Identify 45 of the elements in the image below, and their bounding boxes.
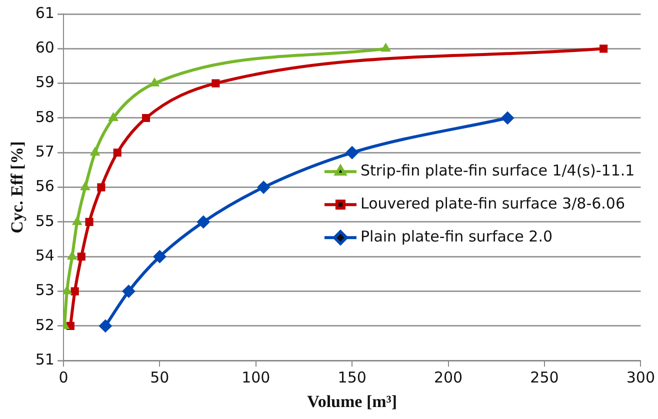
y-axis-title: Cyc. Eff [%] [8, 141, 27, 234]
y-tick-label: 51 [35, 350, 54, 368]
point [70, 287, 79, 296]
y-tick-label: 55 [35, 212, 54, 230]
point [122, 284, 136, 298]
point [72, 216, 82, 225]
point [113, 148, 122, 157]
y-tick-label: 59 [35, 73, 54, 92]
x-tick-label: 250 [530, 368, 559, 386]
point [346, 146, 359, 160]
x-tick-label: 300 [626, 368, 656, 386]
point [196, 215, 210, 228]
point [212, 79, 220, 88]
point [97, 183, 106, 192]
x-tick-label: 200 [434, 368, 463, 386]
point [257, 180, 270, 194]
point [142, 114, 150, 122]
point [67, 251, 77, 260]
point [600, 44, 608, 53]
point [90, 147, 100, 156]
point [153, 250, 166, 264]
point [108, 112, 118, 121]
point [77, 252, 86, 261]
y-tick-label: 56 [35, 177, 54, 196]
legend-label: Plain plate-fin surface 2.0 [360, 228, 553, 246]
point [98, 319, 112, 332]
y-tick-label: 61 [35, 4, 54, 22]
x-axis-title: Volume [m³] [307, 392, 398, 412]
point [85, 218, 94, 226]
y-tick-label: 52 [35, 316, 54, 334]
y-tick-label: 57 [35, 142, 54, 161]
point [501, 111, 514, 124]
x-tick-label: 150 [338, 368, 366, 386]
x-tick-label: 100 [242, 368, 270, 386]
y-tick-label: 53 [35, 281, 54, 300]
point [80, 182, 90, 190]
legend-label: Louvered plate-fin surface 3/8-6.06 [360, 194, 626, 213]
point [380, 43, 391, 52]
legend-label: Strip-fin plate-fin surface 1/4(s)-11.1 [360, 162, 635, 180]
x-tick-label: 50 [150, 368, 170, 386]
y-tick-label: 54 [35, 246, 54, 265]
point [150, 78, 160, 86]
y-tick-label: 60 [35, 38, 54, 57]
x-tick-label: 0 [58, 368, 68, 386]
y-tick-label: 58 [35, 108, 54, 126]
